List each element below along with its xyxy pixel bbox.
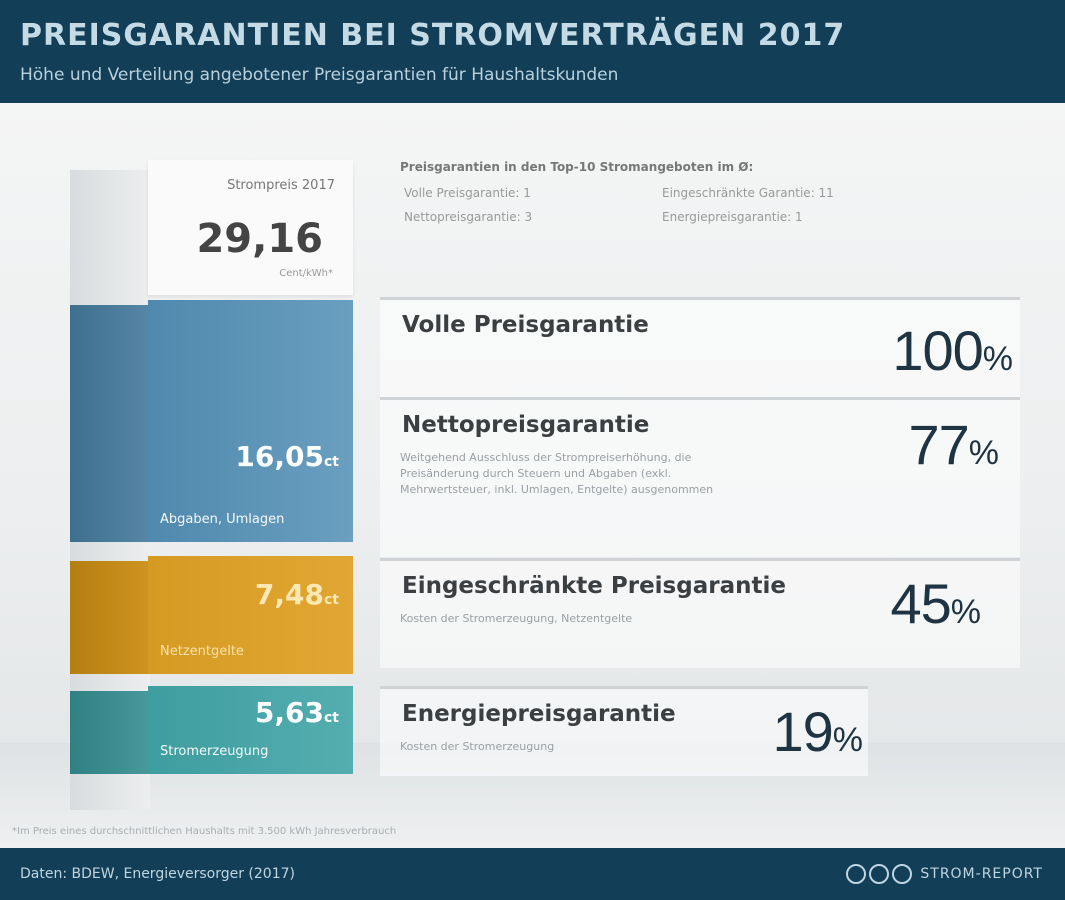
footnote: *Im Preis eines durchschnittlichen Haush… — [12, 826, 397, 837]
row-title: Eingeschränkte Preisgarantie — [402, 573, 786, 599]
segment-unit: ct — [324, 454, 339, 470]
row-percent: 45 — [890, 572, 951, 635]
segment-unit: ct — [324, 592, 339, 608]
top10-item: Volle Preisgarantie: 1 — [404, 186, 531, 200]
segment-label: Netzentgelte — [160, 644, 244, 659]
segment-stromerzeugung: 5,63ct Stromerzeugung — [148, 686, 353, 774]
row-description: Kosten der Stromerzeugung, Netzentgelte — [400, 612, 633, 625]
row-description: Weitgehend Ausschluss der Strompreiserhö… — [400, 451, 714, 496]
row-title: Energiepreisgarantie — [402, 701, 676, 727]
row-nettopreisgarantie: Nettopreisgarantie Weitgehend Ausschluss… — [380, 397, 1020, 557]
top10-info: Preisgarantien in den Top-10 Stromangebo… — [400, 160, 960, 224]
row-description: Kosten der Stromerzeugung — [400, 740, 555, 753]
footer: Daten: BDEW, Energieversorger (2017) STR… — [0, 848, 1065, 900]
column-side-teal — [70, 691, 150, 774]
price-total-unit: Cent/kWh* — [279, 268, 333, 279]
top10-heading: Preisgarantien in den Top-10 Stromangebo… — [400, 160, 754, 174]
brand-logo-icon — [846, 864, 913, 884]
top10-item: Nettopreisgarantie: 3 — [404, 210, 533, 224]
top10-item: Energiepreisgarantie: 1 — [662, 210, 803, 224]
segment-unit: ct — [324, 710, 339, 726]
segment-label: Stromerzeugung — [160, 744, 269, 759]
header: PREISGARANTIEN BEI STROMVERTRÄGEN 2017 H… — [0, 0, 1065, 103]
price-total-box: Strompreis 2017 29,16 Cent/kWh* — [148, 160, 353, 295]
brand: STROM-REPORT — [846, 864, 1043, 884]
chart-title: PREISGARANTIEN BEI STROMVERTRÄGEN 2017 — [20, 18, 846, 53]
price-total-label: Strompreis 2017 — [227, 178, 335, 193]
segment-abgaben: 16,05ct Abgaben, Umlagen — [148, 300, 353, 542]
top10-item: Eingeschränkte Garantie: 11 — [662, 186, 834, 200]
price-total-value: 29,16 — [196, 216, 323, 262]
row-volle-preisgarantie: Volle Preisgarantie 100% — [380, 297, 1020, 397]
brand-name: STROM-REPORT — [920, 866, 1043, 882]
row-percent: 100 — [892, 319, 983, 382]
row-energiepreisgarantie: Energiepreisgarantie Kosten der Stromerz… — [380, 686, 868, 776]
row-eingeschraenkte-preisgarantie: Eingeschränkte Preisgarantie Kosten der … — [380, 558, 1020, 668]
row-title: Nettopreisgarantie — [402, 412, 650, 438]
row-percent: 19 — [772, 700, 833, 763]
chart-subtitle: Höhe und Verteilung angebotener Preisgar… — [20, 65, 619, 85]
row-percent: 77 — [908, 413, 969, 476]
segment-netzentgelte: 7,48ct Netzentgelte — [148, 556, 353, 674]
column-side-blue — [70, 305, 150, 542]
source-credit: Daten: BDEW, Energieversorger (2017) — [20, 866, 295, 882]
segment-value: 5,63 — [254, 696, 324, 729]
row-title: Volle Preisgarantie — [402, 312, 649, 338]
column-side-gold — [70, 561, 150, 674]
segment-value: 7,48 — [254, 578, 324, 611]
segment-value: 16,05 — [235, 440, 324, 473]
segment-label: Abgaben, Umlagen — [160, 512, 285, 527]
